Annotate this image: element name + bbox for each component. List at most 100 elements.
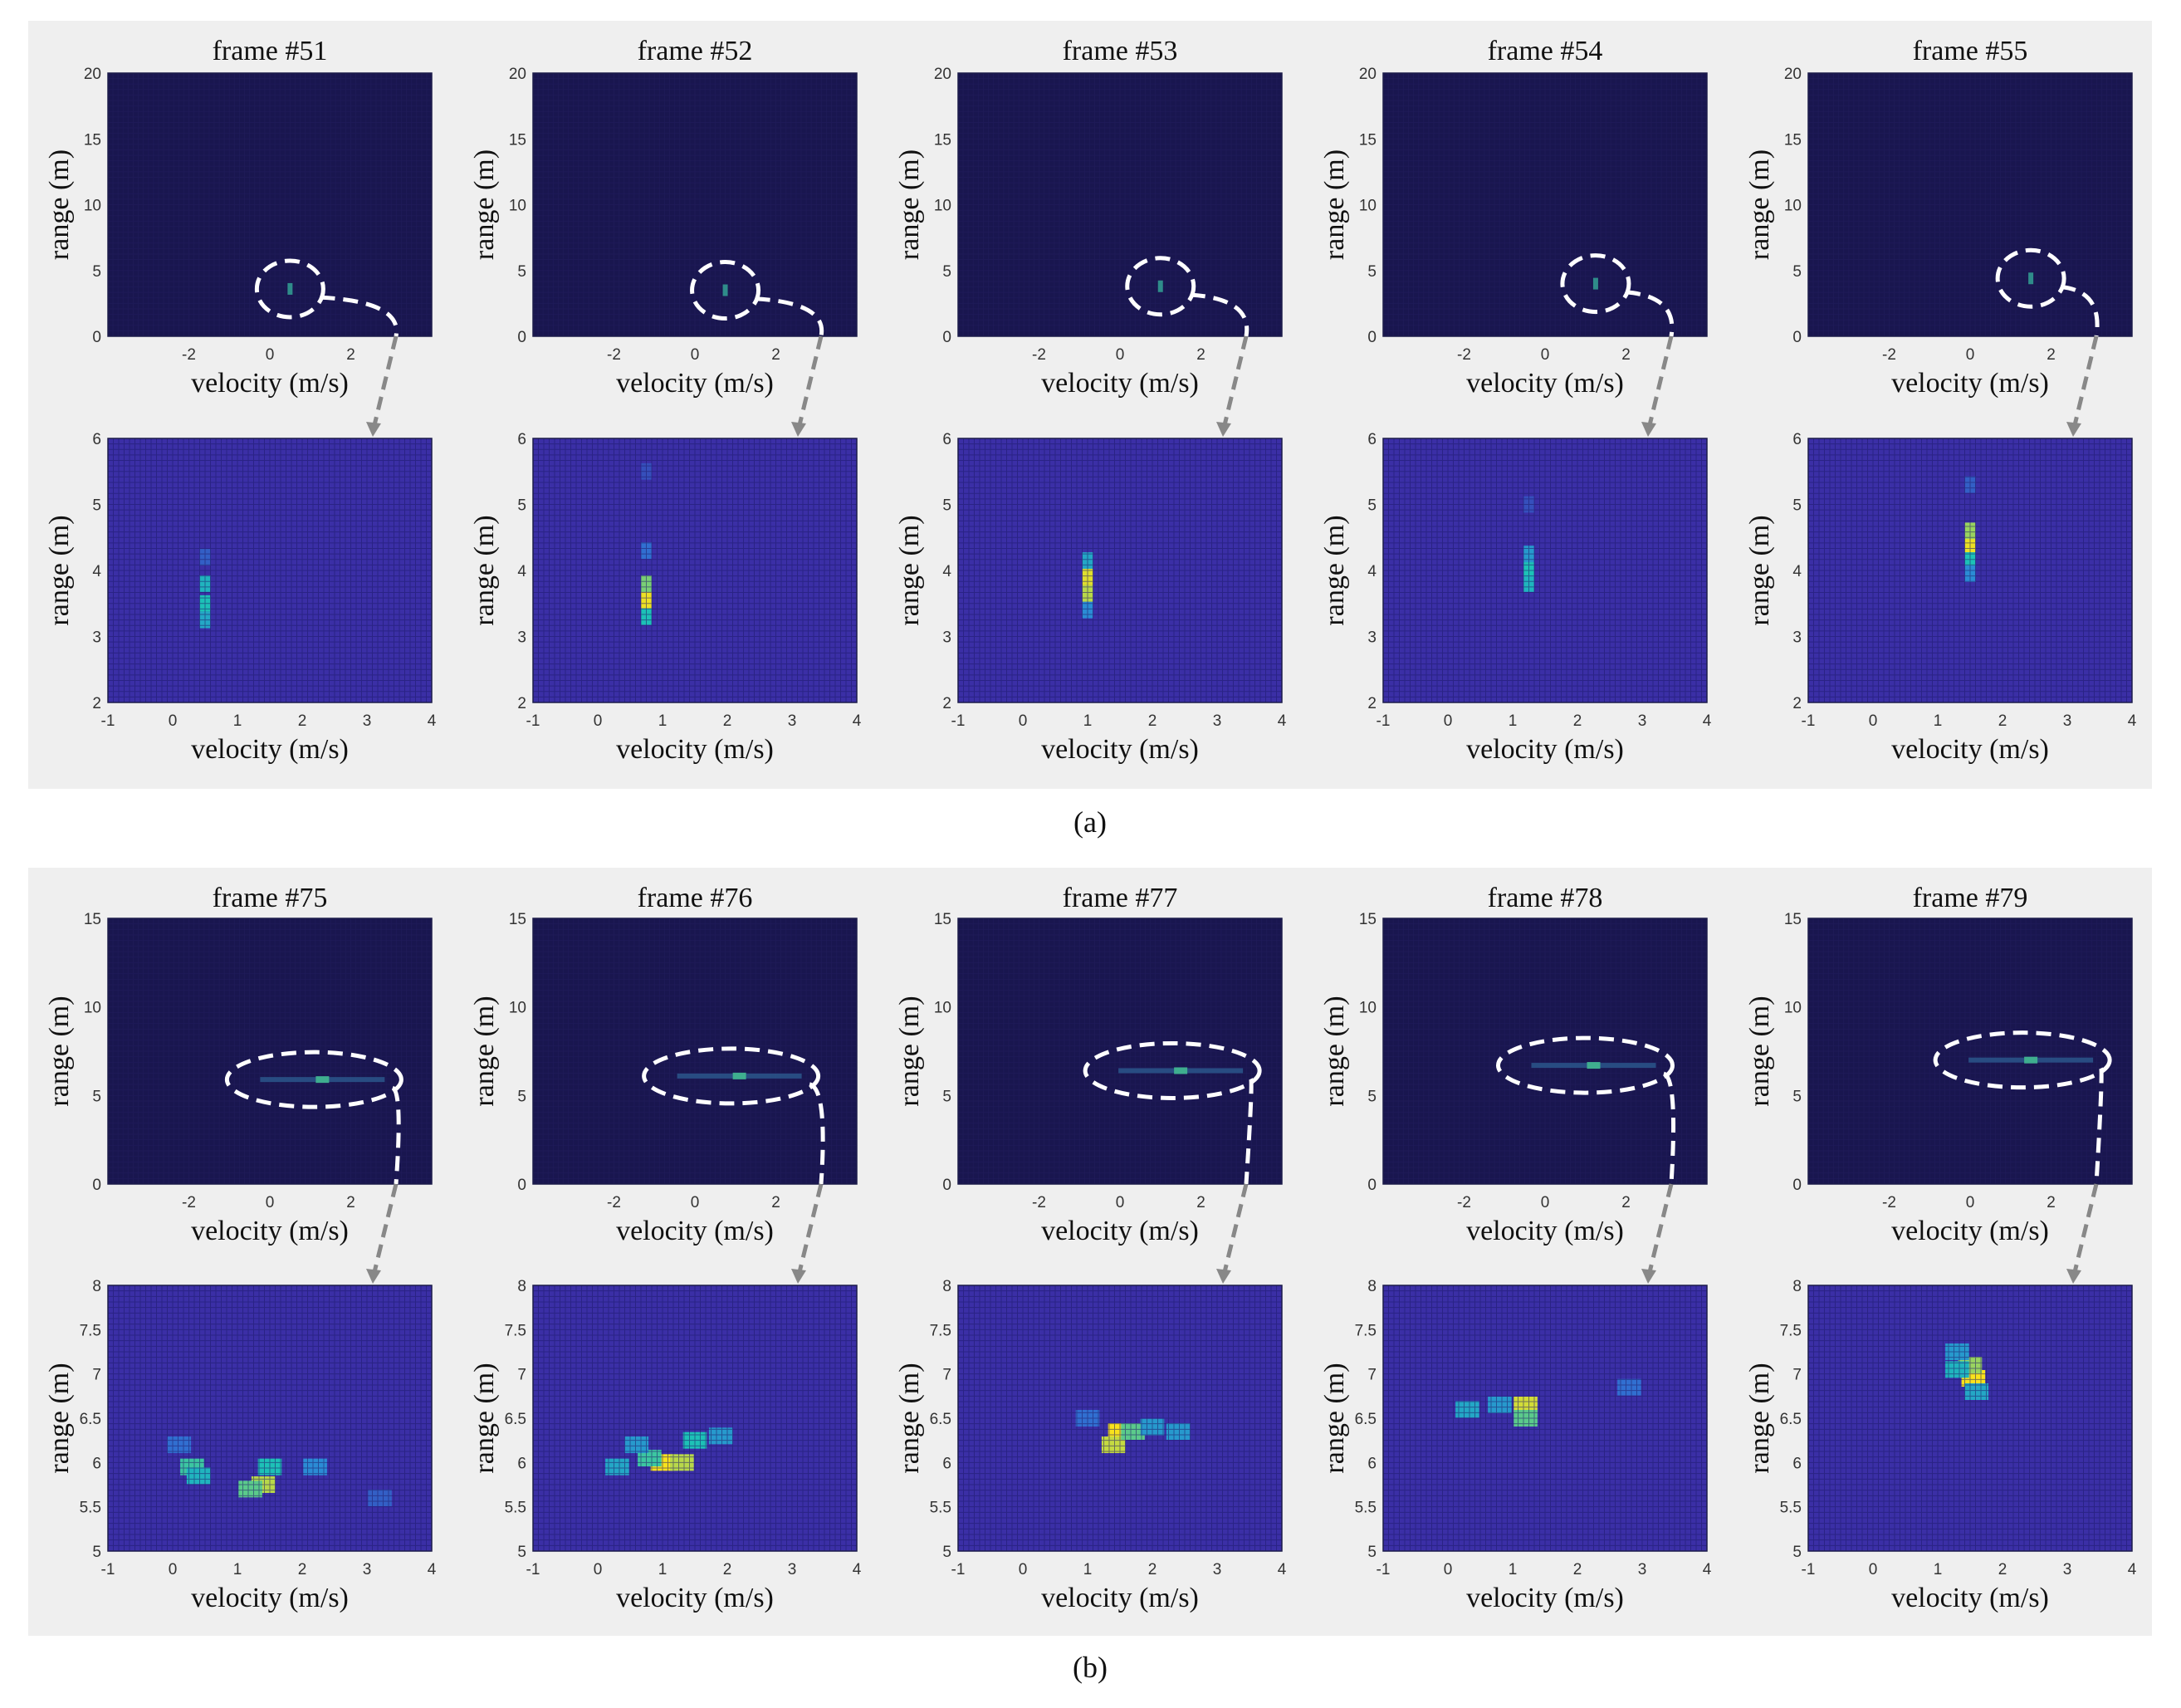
frame-77-overview-ytick: 15	[934, 911, 951, 928]
frame-54-overview-xlabel: velocity (m/s)	[1466, 368, 1624, 399]
frame-55-target-ellipse	[1995, 247, 2066, 309]
frame-52-overview-xlabel: velocity (m/s)	[616, 368, 774, 399]
frame-54-zoom-ylabel: range (m)	[1319, 515, 1350, 625]
frame-77-overview-xtick: 0	[1116, 1194, 1125, 1211]
frame-79-overview-frame	[1807, 918, 2133, 1185]
frame-78-connector-lower	[1646, 1183, 1674, 1276]
frame-52-connector-lower	[796, 335, 824, 429]
frame-77-zoom-ytick: 5.5	[930, 1500, 951, 1517]
frame-55-zoom-xtick: -1	[1802, 712, 1816, 730]
frame-78-overview-ylabel: range (m)	[1319, 996, 1350, 1106]
frame-76-zoom-ytick: 5	[517, 1544, 526, 1561]
frame-53-overview-ytick: 5	[942, 263, 951, 281]
frame-53-zoom-ytick: 6	[942, 431, 951, 448]
frame-75-target-ellipse	[224, 1050, 403, 1109]
frame-55-zoom-ytick: 6	[1792, 431, 1802, 448]
frame-52-overview-xtick: 2	[771, 346, 780, 364]
frame-52-arrow-head	[791, 422, 806, 437]
frame-77-zoom-xlabel: velocity (m/s)	[1041, 1583, 1199, 1613]
frame-76-overview-xtick: -2	[607, 1194, 621, 1211]
frame-55-arrow-head	[2066, 422, 2081, 437]
frame-79-zoom-ytick: 5.5	[1780, 1500, 1802, 1517]
frame-52-zoom-ylabel: range (m)	[469, 515, 500, 625]
frame-78-overview-xtick: 2	[1621, 1194, 1631, 1211]
frame-53-connector-lower	[1221, 335, 1249, 429]
frame-53-zoom-ylabel: range (m)	[894, 515, 925, 625]
frame-79-overview-xtick: -2	[1882, 1194, 1896, 1211]
frame-78-zoom-frame	[1382, 1285, 1708, 1552]
frame-52-target-ellipse	[690, 260, 761, 321]
frame-54-connector-upper	[1625, 290, 1675, 337]
frame-55-overview-ytick: 15	[1784, 131, 1802, 149]
frame-76-zoom-ytick: 5.5	[505, 1500, 526, 1517]
frame-78-zoom-xtick: 1	[1509, 1561, 1518, 1578]
frame-75-zoom-hotspot	[368, 1490, 392, 1506]
frame-55-overview-xtick: 2	[2047, 346, 2056, 364]
frame-54-overview-ylabel: range (m)	[1319, 149, 1350, 260]
frame-54-overview-xtick: 2	[1621, 346, 1631, 364]
frame-79-overview-target	[2024, 1056, 2038, 1064]
frame-77-zoom-xtick: 2	[1148, 1561, 1157, 1578]
frame-51-arrow-head	[366, 422, 381, 437]
frame-77-zoom-xtick: 3	[1213, 1561, 1222, 1578]
frame-78-zoom-ytick: 6.5	[1355, 1411, 1377, 1428]
frame-79-overview-ytick: 15	[1784, 911, 1802, 928]
frame-77-overview-target	[1174, 1067, 1188, 1074]
frame-76-overview-ytick: 5	[517, 1088, 526, 1105]
frame-77-zoom-ytick: 5	[942, 1544, 951, 1561]
frame-76-overview-target	[732, 1072, 746, 1079]
frame-51-overview-xtick: 2	[346, 346, 355, 364]
frame-75-zoom-ytick: 6	[92, 1455, 101, 1472]
frame-51-zoom-frame	[107, 438, 433, 703]
frame-55-title: frame #55	[1913, 36, 2028, 66]
frame-55-zoom-ylabel: range (m)	[1744, 515, 1775, 625]
frame-55-zoom-ytick: 3	[1792, 629, 1802, 647]
frame-51-zoom-xtick: 0	[169, 712, 178, 730]
frame-54-overview-ytick: 15	[1359, 131, 1377, 149]
frame-54-overview-ytick: 5	[1367, 263, 1377, 281]
frame-79-zoom-ytick: 7	[1792, 1367, 1802, 1384]
frame-53-zoom-xlabel: velocity (m/s)	[1041, 734, 1199, 765]
frame-55-connector-lower	[2071, 335, 2099, 429]
frame-76-overview-frame	[532, 918, 858, 1185]
frame-55-zoom-xtick: 2	[1998, 712, 2007, 730]
frame-79-connector-lower	[2071, 1183, 2099, 1276]
frame-79-zoom-ytick: 5	[1792, 1544, 1802, 1561]
frame-79-zoom-xtick: 1	[1934, 1561, 1943, 1578]
frame-75-title: frame #75	[213, 883, 328, 913]
frame-79-target-ellipse	[1933, 1030, 2112, 1090]
frame-76-overview-xlabel: velocity (m/s)	[616, 1216, 774, 1246]
frame-54-zoom-xtick: 4	[1703, 712, 1712, 730]
frame-53-title: frame #53	[1063, 36, 1178, 66]
frame-51-overview-xtick: 0	[266, 346, 275, 364]
frame-55-zoom-xlabel: velocity (m/s)	[1891, 734, 2049, 765]
frame-75-zoom-xtick: 4	[428, 1561, 437, 1578]
frame-76-zoom-ytick: 7.5	[505, 1322, 526, 1339]
frame-77-zoom-xtick: 1	[1083, 1561, 1093, 1578]
frame-76-overview-gridlines	[533, 918, 857, 1184]
frame-76-zoom-ylabel: range (m)	[469, 1363, 500, 1473]
frame-55-overview-ylabel: range (m)	[1744, 149, 1775, 260]
frame-75-zoom-hotspot	[167, 1436, 192, 1453]
frame-75-zoom-gridlines	[108, 1285, 432, 1551]
frame-76-zoom-xtick: 2	[723, 1561, 732, 1578]
frame-54-zoom-xtick: 1	[1509, 712, 1518, 730]
frame-75-overview-xtick: 2	[346, 1194, 355, 1211]
frame-53-zoom-ytick: 5	[942, 497, 951, 515]
frame-78-zoom-hotspot	[1455, 1401, 1479, 1418]
frame-51-overview-target	[287, 282, 293, 295]
frame-53-overview-gridlines	[958, 73, 1282, 336]
frame-51-zoom-xtick: -1	[101, 712, 115, 730]
frame-54-connector-lower	[1646, 335, 1674, 429]
frame-54-zoom-xtick: -1	[1377, 712, 1391, 730]
frame-54-zoom-xtick: 2	[1573, 712, 1582, 730]
frame-53-zoom-xtick: 3	[1213, 712, 1222, 730]
frame-54-zoom-gridlines	[1383, 438, 1707, 702]
frame-53-overview-xtick: -2	[1032, 346, 1046, 364]
frame-77-zoom-ylabel: range (m)	[894, 1363, 925, 1473]
frame-78-zoom-xlabel: velocity (m/s)	[1466, 1583, 1624, 1613]
frame-53-overview-ytick: 20	[934, 66, 951, 83]
frame-79-zoom-xtick: 0	[1869, 1561, 1878, 1578]
